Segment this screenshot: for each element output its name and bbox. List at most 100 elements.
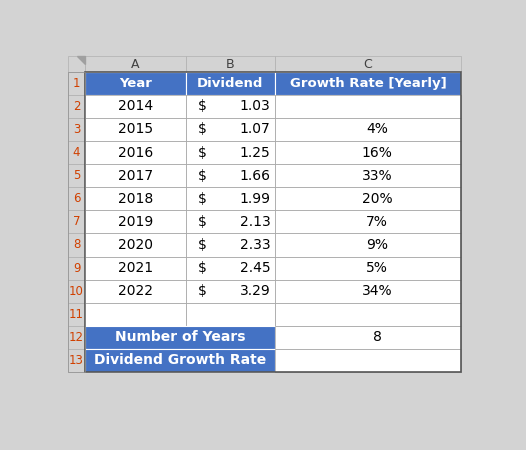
Text: 34%: 34% xyxy=(362,284,392,298)
Bar xyxy=(186,279,275,303)
Bar xyxy=(275,56,461,72)
Bar xyxy=(85,56,186,72)
Text: 33%: 33% xyxy=(362,169,392,183)
Bar xyxy=(85,326,275,349)
Text: 16%: 16% xyxy=(362,145,393,160)
Bar xyxy=(275,210,461,234)
Text: 2016: 2016 xyxy=(118,145,153,160)
Bar xyxy=(275,349,461,372)
Text: 7%: 7% xyxy=(367,215,388,229)
Text: 2020: 2020 xyxy=(118,238,153,252)
Text: Growth Rate [Yearly]: Growth Rate [Yearly] xyxy=(290,77,447,90)
Bar xyxy=(85,72,461,372)
Text: 7: 7 xyxy=(73,216,80,228)
Text: 2017: 2017 xyxy=(118,169,153,183)
Text: $: $ xyxy=(198,169,207,183)
Text: $: $ xyxy=(198,192,207,206)
Text: Year: Year xyxy=(119,77,152,90)
Text: $: $ xyxy=(198,284,207,298)
Bar xyxy=(85,303,186,326)
Polygon shape xyxy=(77,56,85,64)
Bar xyxy=(68,141,85,164)
Bar xyxy=(85,95,186,118)
Bar xyxy=(85,279,186,303)
Text: 2.33: 2.33 xyxy=(240,238,270,252)
Bar xyxy=(68,256,85,279)
Text: 5: 5 xyxy=(73,169,80,182)
Bar xyxy=(68,279,85,303)
Bar xyxy=(275,118,461,141)
Bar xyxy=(275,234,461,256)
Text: 1.99: 1.99 xyxy=(239,192,270,206)
Bar xyxy=(68,234,85,256)
Bar xyxy=(186,118,275,141)
Bar xyxy=(186,256,275,279)
Text: Dividend: Dividend xyxy=(197,77,264,90)
Text: B: B xyxy=(226,58,235,71)
Text: $: $ xyxy=(198,145,207,160)
Bar xyxy=(68,56,85,72)
Text: $: $ xyxy=(198,261,207,275)
Bar xyxy=(68,349,85,372)
Text: 10: 10 xyxy=(69,285,84,297)
Bar xyxy=(186,56,275,72)
Bar xyxy=(186,95,275,118)
Text: 1.07: 1.07 xyxy=(240,122,270,136)
Text: 13: 13 xyxy=(69,354,84,367)
Text: Dividend Growth Rate: Dividend Growth Rate xyxy=(94,353,266,368)
Text: 2022: 2022 xyxy=(118,284,153,298)
Text: A: A xyxy=(132,58,140,71)
Bar xyxy=(275,303,461,326)
Text: 4%: 4% xyxy=(367,122,388,136)
Text: $: $ xyxy=(198,99,207,113)
Bar xyxy=(275,187,461,210)
Text: 8: 8 xyxy=(373,330,382,344)
Text: 12: 12 xyxy=(69,331,84,344)
Text: 2: 2 xyxy=(73,100,80,113)
Bar xyxy=(68,187,85,210)
Text: 1: 1 xyxy=(73,77,80,90)
Bar xyxy=(186,210,275,234)
Bar xyxy=(275,279,461,303)
Bar xyxy=(275,141,461,164)
Bar xyxy=(275,95,461,118)
Text: 2.45: 2.45 xyxy=(240,261,270,275)
Text: 5%: 5% xyxy=(367,261,388,275)
Bar xyxy=(85,349,275,372)
Bar xyxy=(68,72,85,372)
Bar xyxy=(186,72,275,95)
Text: 2018: 2018 xyxy=(118,192,153,206)
Text: $: $ xyxy=(198,238,207,252)
Text: 9%: 9% xyxy=(366,238,388,252)
Bar xyxy=(85,72,186,95)
Bar xyxy=(85,118,186,141)
Bar xyxy=(186,164,275,187)
Bar xyxy=(85,164,186,187)
Bar xyxy=(186,303,275,326)
Bar xyxy=(68,326,85,349)
Text: 2014: 2014 xyxy=(118,99,153,113)
Text: 1.03: 1.03 xyxy=(240,99,270,113)
Text: $: $ xyxy=(198,215,207,229)
Text: 1.66: 1.66 xyxy=(239,169,270,183)
Text: C: C xyxy=(363,58,372,71)
Bar xyxy=(186,234,275,256)
Bar xyxy=(68,72,85,95)
Bar xyxy=(85,256,186,279)
Bar xyxy=(275,256,461,279)
Text: 2.13: 2.13 xyxy=(240,215,270,229)
Text: 1.25: 1.25 xyxy=(240,145,270,160)
Bar xyxy=(85,141,186,164)
Bar xyxy=(68,164,85,187)
Bar xyxy=(85,187,186,210)
Text: 3: 3 xyxy=(73,123,80,136)
Bar xyxy=(275,72,461,95)
Text: Number of Years: Number of Years xyxy=(115,330,245,344)
Text: 8: 8 xyxy=(73,238,80,252)
Bar xyxy=(186,187,275,210)
Text: 2019: 2019 xyxy=(118,215,153,229)
Bar xyxy=(68,95,85,118)
Bar xyxy=(68,118,85,141)
Text: 2021: 2021 xyxy=(118,261,153,275)
Bar xyxy=(275,164,461,187)
